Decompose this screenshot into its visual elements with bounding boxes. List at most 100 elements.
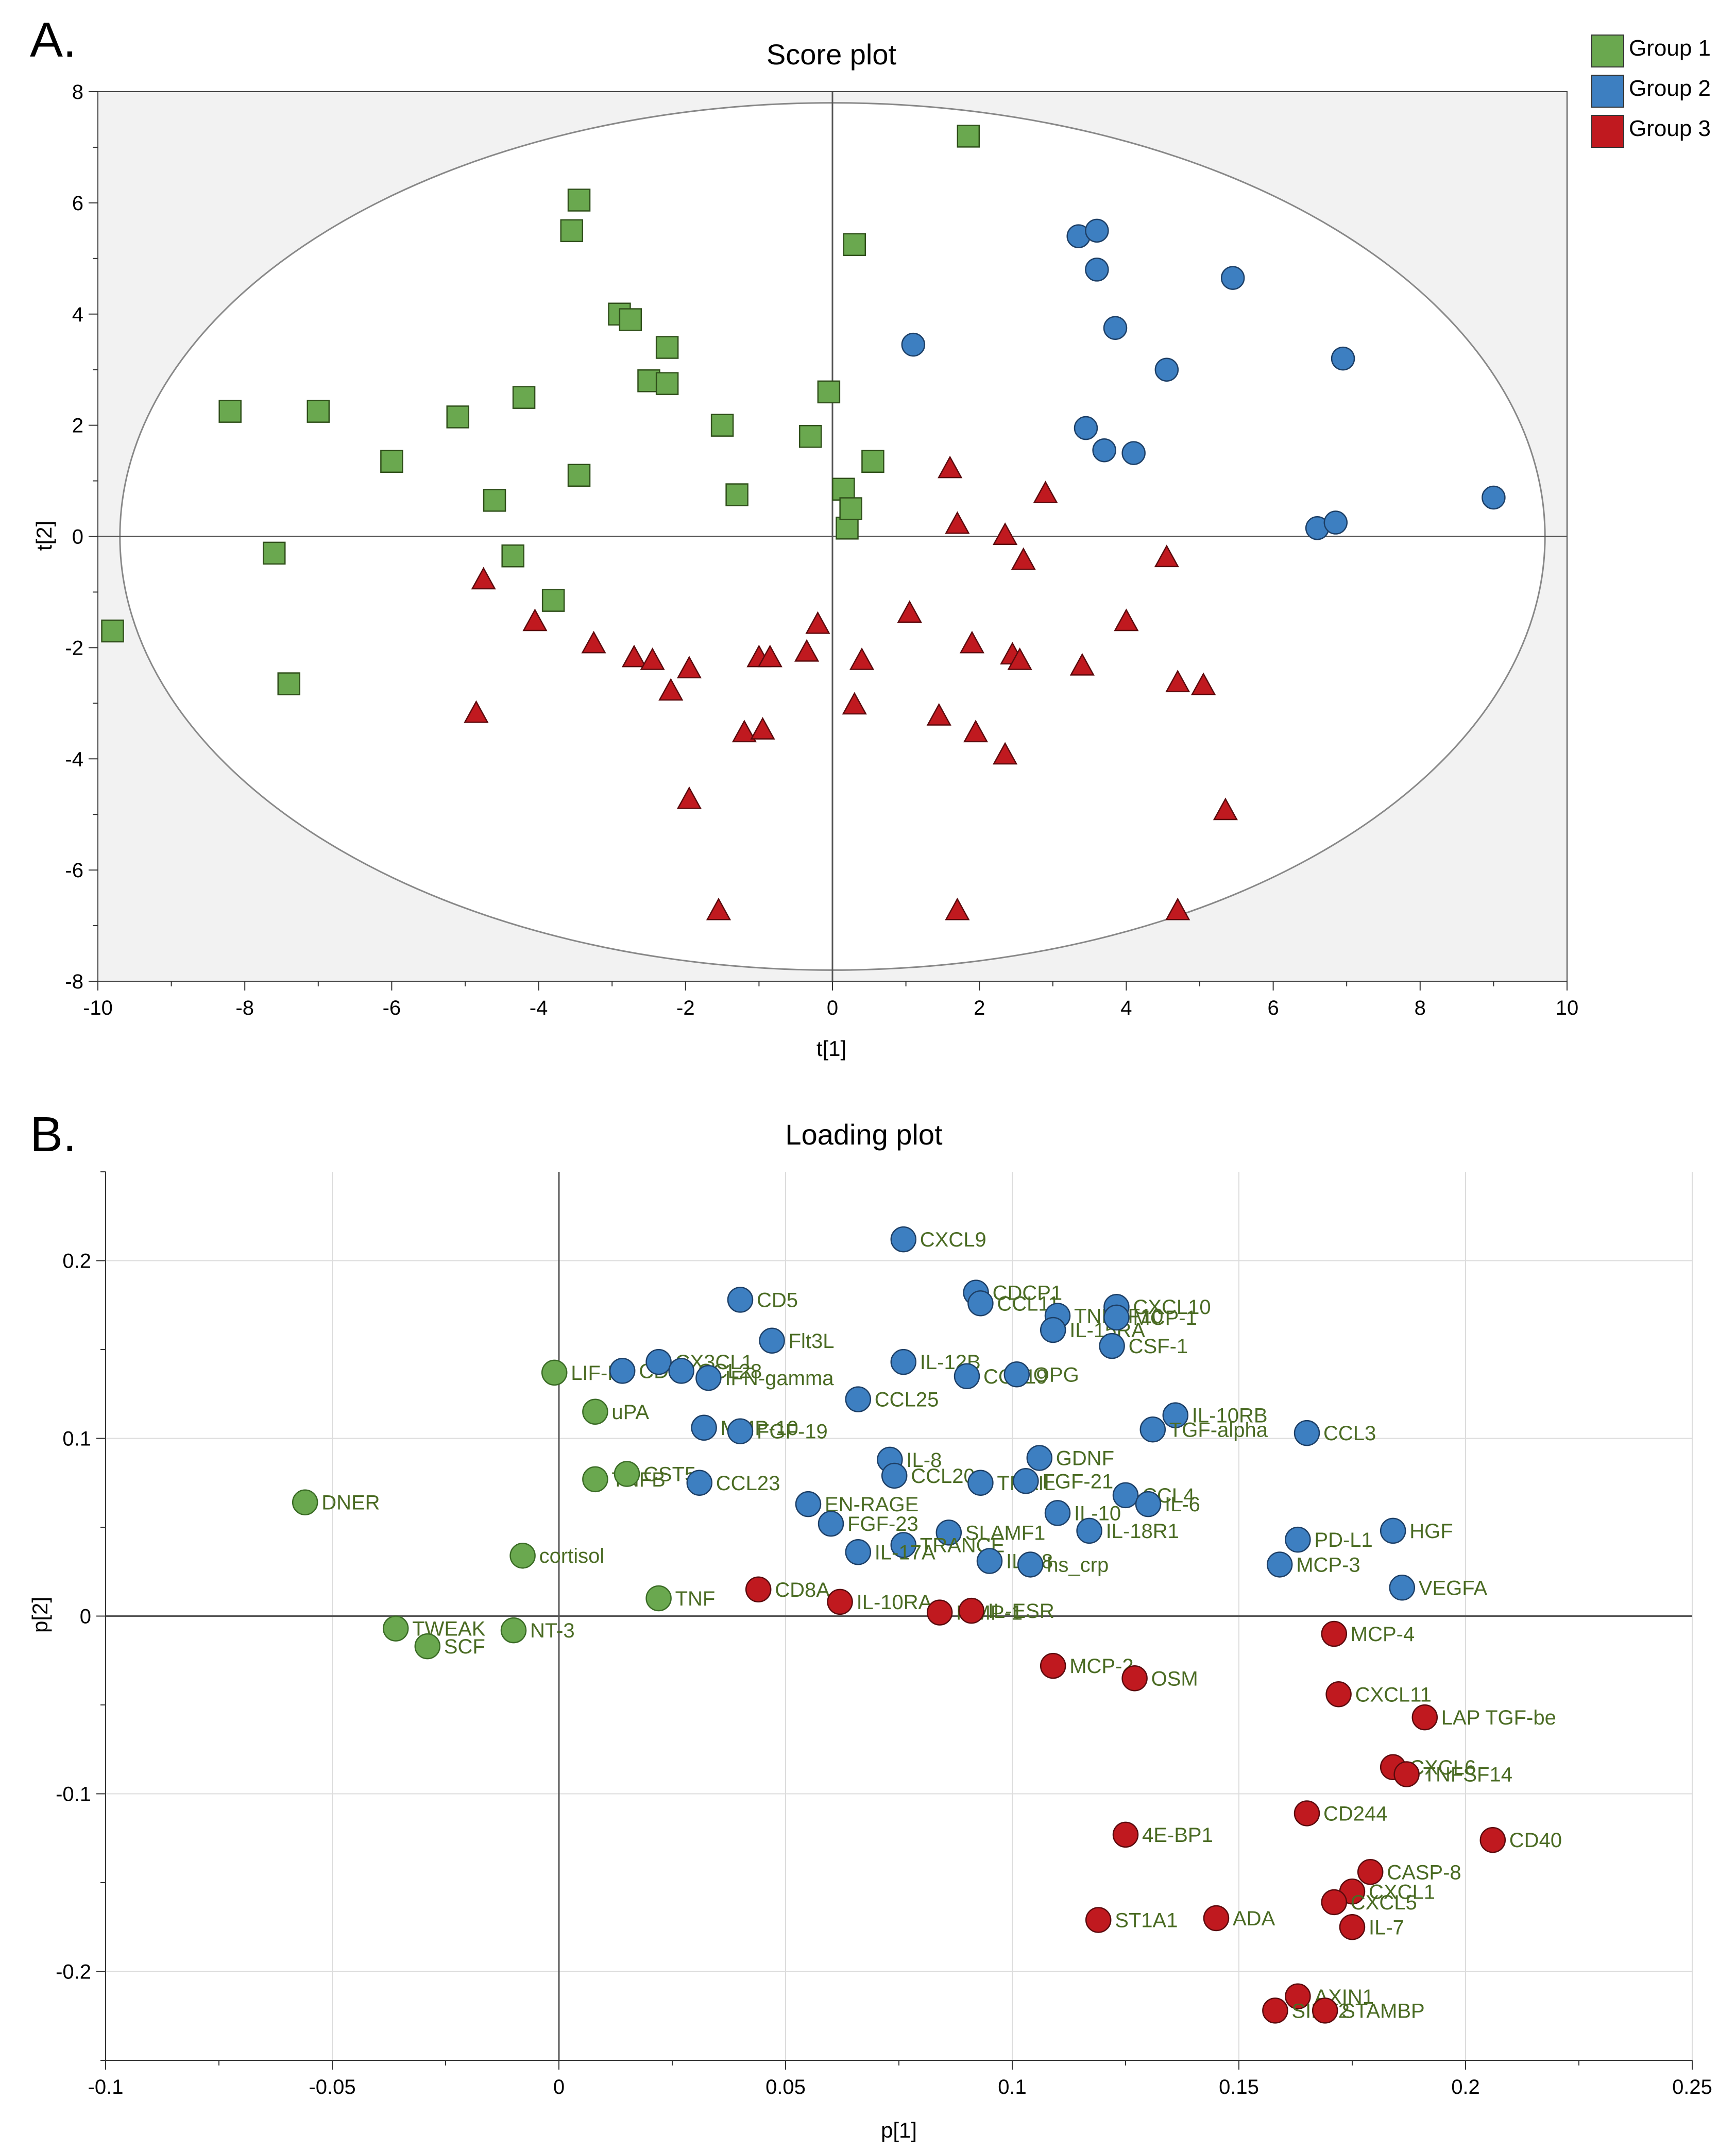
loading-label-dner: DNER [321, 1492, 380, 1514]
loading-point-flt3l [759, 1327, 785, 1354]
score-point-group-3 [945, 897, 970, 920]
loading-label-tnf: TNF [675, 1587, 716, 1610]
loading-label-cd8a: CD8A [775, 1579, 830, 1601]
loading-point-tnfb [582, 1466, 608, 1493]
loading-point-gdnf [1026, 1445, 1053, 1471]
loading-point-cxcl11 [1325, 1681, 1352, 1708]
y-tick-label: 0 [72, 526, 83, 549]
loading-point-ccl4 [1112, 1482, 1139, 1509]
loading-point-mcp-1 [1103, 1304, 1130, 1331]
score-point-group-1 [446, 405, 469, 429]
score-point-group-1 [725, 483, 748, 506]
y-tick-label: 8 [72, 81, 83, 104]
score-point-group-1 [710, 414, 734, 437]
loading-x-axis-title: p[1] [881, 2118, 917, 2142]
loading-point-cortisol [509, 1542, 536, 1569]
legend-label-group-2: Group 2 [1629, 76, 1711, 101]
score-point-group-3 [805, 611, 830, 634]
loading-plot-panel: B. Loading plot -0.1 -0.05 0 0.05 0.1 0.15 0.2… [28, 1107, 1712, 2142]
x-tick-label: -8 [235, 997, 254, 1019]
score-point-group-1 [655, 336, 679, 359]
score-point-group-1 [957, 125, 980, 148]
loading-point-tgf-alpha [1139, 1416, 1166, 1443]
score-point-group-2 [1103, 316, 1128, 340]
loading-point-cd8a [745, 1576, 772, 1602]
loading-label-csf-1: CSF-1 [1129, 1335, 1188, 1358]
score-point-group-2 [1085, 218, 1109, 243]
loading-label-tgf-alpha: TGF-alpha [1169, 1419, 1268, 1441]
loading-label-cxcl9: CXCL9 [920, 1228, 986, 1251]
loading-label-mcp-3: MCP-3 [1296, 1554, 1360, 1576]
loading-point-vegfa [1389, 1575, 1416, 1601]
loading-label-il-17a: IL-17A [875, 1541, 935, 1564]
score-point-group-2 [1482, 485, 1506, 510]
score-point-group-3 [757, 644, 782, 668]
x-tick-label: 10 [1556, 997, 1579, 1019]
score-point-group-3 [1165, 670, 1190, 692]
score-point-group-3 [938, 455, 963, 479]
loading-label-vegfa: VEGFA [1419, 1577, 1488, 1599]
score-point-group-3 [1033, 481, 1058, 503]
loading-point-mmp-10 [691, 1414, 717, 1441]
loading-point-osm [1121, 1665, 1148, 1692]
score-point-group-3 [963, 720, 989, 743]
loading-point-axin1 [1285, 1983, 1311, 2010]
loading-point-ccl19 [954, 1363, 980, 1389]
loading-point-scf [414, 1633, 441, 1660]
loading-point-il-17a [845, 1539, 872, 1565]
y-tick-label: -4 [65, 748, 83, 771]
loading-label-ifn-gamma: IFN-gamma [725, 1367, 834, 1390]
score-point-group-1 [262, 541, 286, 565]
loading-label-osm: OSM [1151, 1667, 1198, 1690]
score-point-group-1 [655, 372, 679, 395]
loading-label-stambp: STAMBP [1341, 2000, 1425, 2022]
legend: Group 1 Group 2 Group 3 [1591, 35, 1711, 148]
score-point-group-3 [842, 692, 867, 715]
score-point-group-1 [483, 489, 506, 512]
loading-point-tnfsf14 [1393, 1761, 1420, 1787]
loading-label-slamf1: SLAMF1 [965, 1522, 1046, 1544]
legend-label-group-1: Group 1 [1629, 36, 1711, 61]
score-point-group-1 [512, 386, 536, 409]
loading-point-ifn-gamma [695, 1364, 722, 1391]
score-point-group-1 [380, 450, 403, 473]
score-point-group-1 [567, 464, 591, 487]
score-point-group-1 [817, 380, 841, 404]
loading-point-ccl25 [845, 1386, 872, 1412]
loading-point-il-10ra [827, 1589, 853, 1615]
score-point-group-3 [676, 786, 702, 809]
x-tick-label: -0.05 [309, 2076, 355, 2098]
score-point-group-3 [926, 703, 951, 726]
y-tick-label: -0.1 [56, 1783, 91, 1806]
score-point-group-1 [798, 424, 822, 448]
loading-point-il-18 [976, 1548, 1003, 1574]
x-tick-label: -2 [676, 997, 695, 1019]
loading-label-il-7: IL-7 [1369, 1916, 1404, 1939]
score-point-group-2 [1220, 266, 1245, 290]
loading-label-scf: SCF [444, 1635, 485, 1658]
x-tick-label: 0.25 [1672, 2076, 1712, 2098]
loading-point-fgf-19 [727, 1418, 754, 1444]
loading-point-il-7 [1339, 1914, 1366, 1940]
loading-y-axis-title: p[2] [28, 1597, 52, 1633]
score-point-group-3 [1165, 897, 1190, 920]
loading-point-mcp-3 [1266, 1551, 1293, 1578]
loading-point-sirt2 [1262, 1998, 1288, 2024]
loading-point-lap-tgf-be [1411, 1704, 1438, 1731]
loading-label-fgf-19: FGF-19 [757, 1421, 828, 1443]
loading-label-4e-bp1: 4E-BP1 [1142, 1824, 1213, 1847]
x-tick-label: 0.1 [998, 2076, 1027, 2098]
score-point-group-1 [832, 477, 855, 501]
loading-label-hgf: HGF [1409, 1520, 1453, 1543]
x-tick-label: -4 [530, 997, 548, 1019]
score-point-group-3 [731, 720, 757, 743]
score-point-group-2 [1331, 346, 1355, 371]
loading-point-tnf [645, 1585, 672, 1612]
loading-point-fgf-23 [818, 1510, 844, 1537]
score-point-group-3 [581, 630, 606, 654]
loading-plot-points: DNERTWEAKSCFNT-3cortisolLIF-RuPATNFBCST5… [292, 1226, 1562, 2024]
loading-point-stambp [1312, 1998, 1338, 2024]
y-tick-label: 0.2 [62, 1250, 91, 1273]
y-tick-label: -6 [65, 859, 83, 882]
